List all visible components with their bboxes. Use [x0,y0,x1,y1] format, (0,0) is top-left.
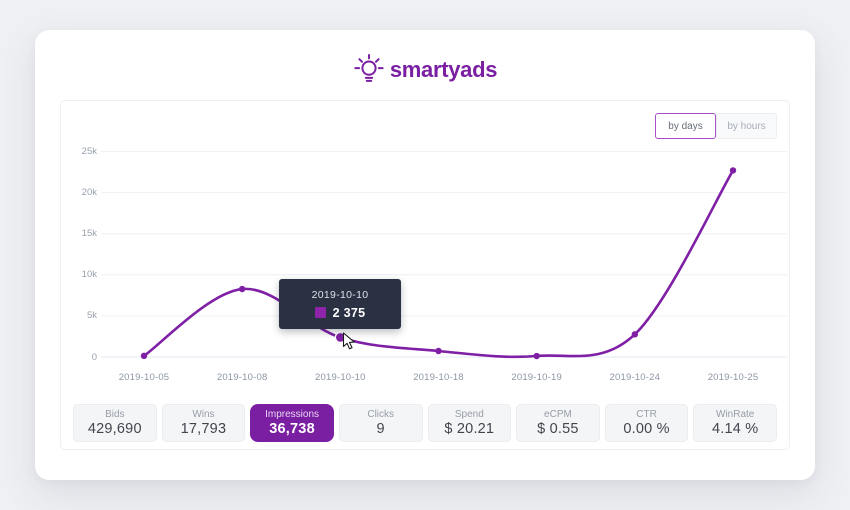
lightbulb-icon [354,53,384,82]
y-axis-tick-label: 5k [86,310,97,322]
stat-label: WinRate [716,409,755,420]
stat-value: 429,690 [87,421,142,437]
stat-value: $ 20.21 [444,421,495,437]
data-point[interactable] [140,352,148,360]
stat-value: 36,738 [269,421,315,437]
tooltip-date: 2019-10-10 [311,288,369,301]
tooltip-value: 2 375 [332,305,366,320]
period-toggle: by days by hours [655,113,777,139]
data-point[interactable] [435,347,442,355]
y-axis-tick-label: 10k [81,269,97,281]
stat-value: 4.14 % [712,421,759,437]
dashboard-card: smartyads by days by hours 2019-10-10 2 … [35,30,815,480]
x-axis-tick-label: 2019-10-24 [609,372,661,383]
y-axis-tick-label: 25k [81,146,97,157]
stat-card-bids[interactable]: Bids 429,690 [73,404,157,442]
y-axis-tick-label: 15k [81,228,97,240]
data-point[interactable] [533,352,540,360]
x-axis-tick-label: 2019-10-10 [315,372,366,383]
data-point[interactable] [238,285,246,293]
chart-panel: by days by hours 2019-10-10 2 375 0 5k 10k… [60,100,790,450]
x-axis-tick-label: 2019-10-19 [511,372,562,383]
x-axis-tick-label: 2019-10-25 [707,372,759,383]
y-axis-tick-label: 20k [81,187,97,199]
stat-card-wins[interactable]: Wins 17,793 [161,404,246,442]
stat-label: Spend [454,409,484,420]
stat-label: CTR [636,409,657,420]
brand-logo: smartyads [35,48,815,92]
stat-card-impressions[interactable]: Impressions 36,738 [250,404,334,442]
stat-value: $ 0.55 [537,421,579,437]
stat-value: 0.00 % [623,421,670,437]
stat-card-ecpm[interactable]: eCPM $ 0.55 [516,404,600,442]
series-swatch-icon [314,307,326,318]
data-point[interactable] [729,167,737,174]
by-days-button[interactable]: by days [655,113,716,139]
line-chart: 2019-10-10 2 375 0 5k 10k 15k 20k 25k 2019-10-… [61,101,791,451]
by-hours-button[interactable]: by hours [716,113,777,139]
stat-card-ctr[interactable]: CTR 0.00 % [604,404,689,442]
data-point[interactable] [631,331,639,338]
mouse-cursor-icon [342,332,355,350]
x-axis-tick-label: 2019-10-18 [413,372,464,383]
brand-name: smartyads [389,57,498,82]
x-axis-tick-label: 2019-10-05 [118,372,170,383]
chart-canvas [101,151,787,360]
stats-row: Bids 429,690 Wins 17,793 Impressions 36,738 Cl… [73,404,777,442]
stat-value: 17,793 [180,421,227,437]
stat-card-clicks[interactable]: Clicks 9 [338,404,423,442]
stat-card-winrate[interactable]: WinRate 4.14 % [693,404,777,442]
series-line [143,169,735,359]
y-axis-tick-label: 0 [91,351,97,363]
stat-label: Impressions [265,409,320,420]
x-axis-tick-label: 2019-10-08 [216,372,268,383]
stat-label: Bids [105,409,125,420]
stat-value: 9 [376,421,385,437]
stat-label: eCPM [544,409,572,420]
chart-tooltip: 2019-10-10 2 375 [279,279,401,329]
stat-card-spend[interactable]: Spend $ 20.21 [427,404,512,442]
stat-label: Wins [192,409,215,420]
stat-label: Clicks [367,409,395,420]
